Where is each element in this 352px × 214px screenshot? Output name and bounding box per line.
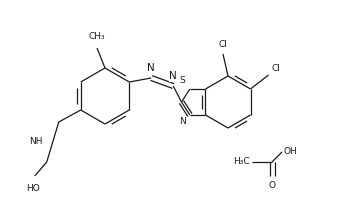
Text: H₃C: H₃C (233, 158, 250, 166)
Text: HO: HO (26, 184, 40, 193)
Text: N: N (169, 71, 177, 81)
Text: N: N (147, 63, 155, 73)
Text: CH₃: CH₃ (89, 32, 105, 41)
Text: OH: OH (284, 147, 298, 156)
Text: S: S (179, 76, 185, 85)
Text: N: N (179, 117, 186, 126)
Text: O: O (269, 181, 276, 190)
Text: Cl: Cl (219, 40, 227, 49)
Text: Cl: Cl (271, 64, 281, 73)
Text: NH: NH (29, 138, 43, 147)
